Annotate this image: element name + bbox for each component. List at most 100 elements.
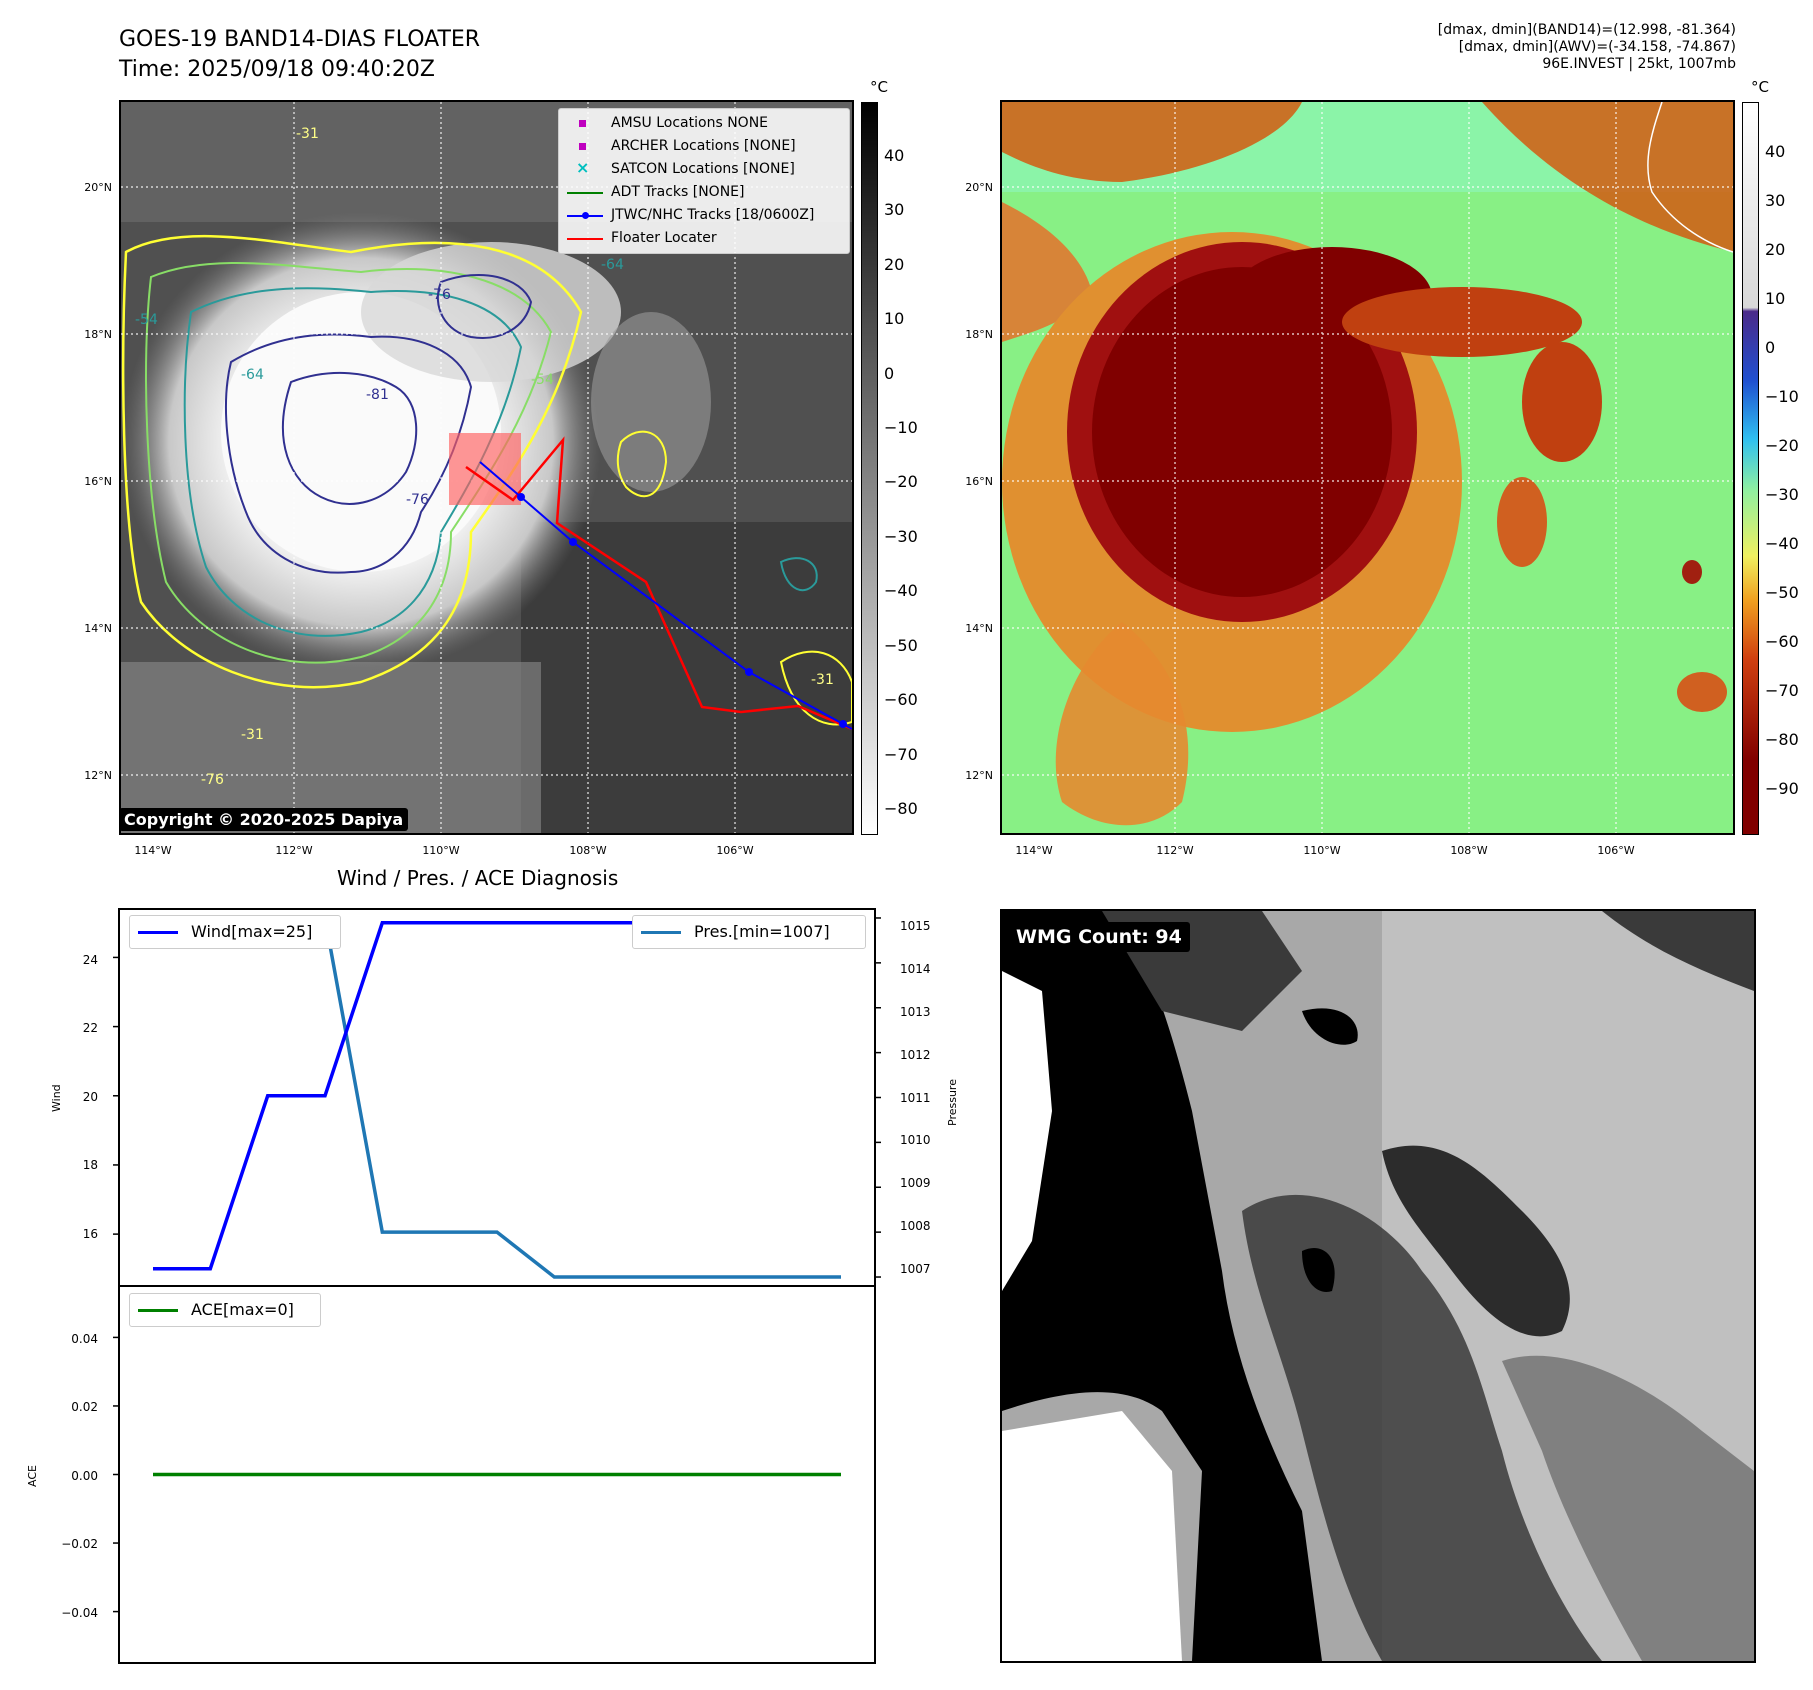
ace-tick: −0.02 — [61, 1537, 98, 1551]
dias-colorbar — [1742, 102, 1759, 835]
lon-label: 112°W — [1156, 844, 1194, 857]
wind-tick: 20 — [82, 1090, 98, 1104]
lon-label: 106°W — [716, 844, 754, 857]
legend-item: JTWC/NHC Tracks [18/0600Z] — [559, 205, 849, 225]
ace-axis-label: ACE — [26, 1465, 39, 1487]
colorbar-tick: 20 — [1765, 240, 1786, 259]
colorbar-tick: −20 — [884, 472, 918, 491]
lat-label: 18°N — [84, 328, 112, 341]
colorbar-tick: 20 — [884, 255, 905, 274]
colorbar-tick: −40 — [884, 581, 918, 600]
legend-item: ADT Tracks [NONE] — [559, 182, 849, 202]
line-marker-icon — [567, 238, 603, 240]
line-marker-icon — [567, 192, 603, 194]
pressure-tick: 1013 — [900, 1005, 931, 1019]
colorbar-tick: −70 — [884, 745, 918, 764]
colorbar-unit: °C — [870, 78, 888, 96]
colorbar-tick: 0 — [884, 364, 895, 383]
ace-legend-label: ACE[max=0] — [191, 1300, 294, 1319]
figure-time: Time: 2025/09/18 09:40:20Z — [119, 57, 435, 82]
wind-axis-label: Wind — [50, 1084, 63, 1112]
colorbar-tick: 40 — [1765, 142, 1786, 161]
info-line-3: 96E.INVEST | 25kt, 1007mb — [1542, 56, 1736, 72]
pressure-tick: 1010 — [900, 1133, 931, 1147]
wmg-panel — [1000, 909, 1756, 1663]
legend-label: ARCHER Locations [NONE] — [611, 138, 796, 154]
wind-legend: Wind[max=25] — [129, 915, 341, 949]
ace-tick: 0.00 — [71, 1469, 98, 1483]
colorbar-tick: −60 — [1765, 632, 1799, 651]
pressure-tick: 1011 — [900, 1091, 931, 1105]
line-marker-icon — [138, 1309, 178, 1312]
legend-item: AMSU Locations NONE — [559, 113, 849, 133]
diagnosis-title: Wind / Pres. / ACE Diagnosis — [337, 866, 619, 890]
legend-label: Floater Locater — [611, 230, 717, 246]
colorbar-tick: −30 — [884, 527, 918, 546]
ace-tick: 0.02 — [71, 1400, 98, 1414]
lat-label: 18°N — [965, 328, 993, 341]
pressure-axis-label: Pressure — [946, 1079, 959, 1126]
contour-label: -54 — [135, 312, 158, 328]
wmg-count-badge: WMG Count: 94 — [1008, 922, 1190, 952]
wind-tick: 16 — [82, 1227, 98, 1241]
contour-label: -64 — [601, 257, 624, 273]
wind-tick: 22 — [82, 1021, 98, 1035]
pressure-legend: Pres.[min=1007] — [632, 915, 866, 949]
colorbar-tick: −10 — [1765, 387, 1799, 406]
colorbar-tick: 40 — [884, 146, 905, 165]
contour-label: -31 — [241, 727, 264, 743]
lat-label: 12°N — [84, 769, 112, 782]
colorbar-tick: 0 — [1765, 338, 1776, 357]
colorbar-tick: 30 — [1765, 191, 1786, 210]
ace-tick: 0.04 — [71, 1332, 98, 1346]
pressure-legend-label: Pres.[min=1007] — [694, 922, 830, 941]
pressure-tick: 1015 — [900, 919, 931, 933]
pressure-tick: 1014 — [900, 962, 931, 976]
legend-label: ADT Tracks [NONE] — [611, 184, 745, 200]
colorbar-tick: −90 — [1765, 779, 1799, 798]
info-line-2: [dmax, dmin](AWV)=(-34.158, -74.867) — [1458, 39, 1736, 55]
colorbar-tick: 10 — [884, 309, 905, 328]
figure-title: GOES-19 BAND14-DIAS FLOATER — [119, 27, 481, 52]
wind-series-line — [153, 921, 841, 1271]
contour-label: -76 — [201, 772, 224, 788]
lat-label: 20°N — [965, 181, 993, 194]
colorbar-tick: −60 — [884, 690, 918, 709]
colorbar-tick: 30 — [884, 200, 905, 219]
lat-label: 14°N — [965, 622, 993, 635]
map-legend: AMSU Locations NONE ARCHER Locations [NO… — [558, 108, 850, 254]
square-marker-icon — [579, 143, 586, 150]
wind-tick: 24 — [82, 953, 98, 967]
lat-label: 20°N — [84, 181, 112, 194]
legend-item: ARCHER Locations [NONE] — [559, 136, 849, 156]
lat-label: 16°N — [84, 475, 112, 488]
dot-marker-icon — [582, 212, 589, 219]
colorbar-tick: −10 — [884, 418, 918, 437]
wmg-image — [1002, 911, 1754, 1661]
x-marker-icon: × — [576, 158, 590, 177]
contour-label: -76 — [428, 287, 451, 303]
lon-label: 106°W — [1597, 844, 1635, 857]
dias-map-panel — [1000, 100, 1735, 835]
colorbar-tick: −40 — [1765, 534, 1799, 553]
pressure-tick: 1012 — [900, 1048, 931, 1062]
colorbar-tick: −70 — [1765, 681, 1799, 700]
colorbar-tick: −20 — [1765, 436, 1799, 455]
contour-label: -54 — [531, 372, 554, 388]
lon-label: 110°W — [422, 844, 460, 857]
ace-tick: −0.04 — [61, 1606, 98, 1620]
lon-label: 108°W — [1450, 844, 1488, 857]
lon-label: 112°W — [275, 844, 313, 857]
contour-label: -31 — [296, 126, 319, 142]
pressure-tick: 1007 — [900, 1262, 931, 1276]
square-marker-icon — [579, 120, 586, 127]
colorbar-tick: −30 — [1765, 485, 1799, 504]
legend-label: AMSU Locations NONE — [611, 115, 769, 131]
copyright-badge: Copyright © 2020-2025 Dapiya — [119, 808, 409, 831]
lat-label: 16°N — [965, 475, 993, 488]
colorbar-unit: °C — [1751, 78, 1769, 96]
info-line-1: [dmax, dmin](BAND14)=(12.998, -81.364) — [1437, 22, 1736, 38]
line-marker-icon — [138, 931, 178, 934]
ace-legend: ACE[max=0] — [129, 1293, 321, 1327]
contour-label: -76 — [406, 492, 429, 508]
